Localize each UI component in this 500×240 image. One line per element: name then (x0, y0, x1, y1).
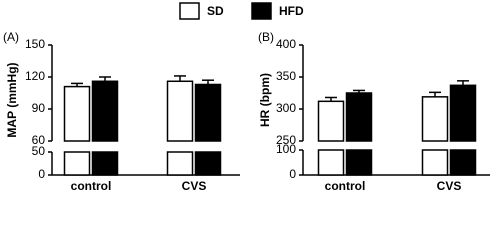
error-bar (99, 76, 111, 82)
y-tick-label: 60 (32, 133, 46, 147)
bar (194, 83, 222, 142)
error-bar (202, 79, 214, 85)
error-bar (71, 82, 83, 87)
y-tick-label: 300 (276, 101, 296, 115)
y-tick-label: 0 (289, 167, 296, 181)
y-tick-label: 350 (276, 69, 296, 83)
error-bar (174, 75, 186, 82)
error-bar (429, 91, 441, 97)
x-tick-label: CVS (182, 179, 207, 193)
bar (91, 80, 119, 142)
x-tick-label: control (325, 179, 366, 193)
bar (421, 96, 449, 142)
bar (194, 151, 222, 176)
bar (317, 100, 345, 142)
bar (345, 92, 373, 142)
error-bar (353, 89, 365, 93)
y-tick-label: 150 (25, 37, 45, 51)
y-tick-label: 250 (276, 133, 296, 147)
panel-label: (B) (258, 30, 274, 44)
y-tick-label: 50 (32, 144, 46, 158)
error-bar (325, 96, 337, 102)
bar (166, 151, 194, 176)
bar (317, 149, 345, 176)
y-tick-label: 0 (38, 167, 45, 181)
bar (63, 85, 91, 142)
legend-swatch (251, 2, 272, 20)
y-axis-label: MAP (mmHg) (5, 62, 19, 137)
panel-label: (A) (3, 30, 19, 44)
legend-label: HFD (279, 4, 304, 18)
bar (345, 149, 373, 176)
bar (421, 149, 449, 176)
y-tick-label: 400 (276, 37, 296, 51)
y-tick-label: 100 (276, 142, 296, 156)
y-axis-label: HR (bpm) (258, 73, 272, 127)
bar (449, 84, 477, 142)
bar (166, 80, 194, 142)
bar (63, 151, 91, 176)
bar (449, 149, 477, 176)
error-bar (457, 80, 469, 86)
bar (91, 151, 119, 176)
y-tick-label: 90 (32, 101, 46, 115)
x-tick-label: CVS (437, 179, 462, 193)
legend-label: SD (207, 4, 224, 18)
y-tick-label: 120 (25, 69, 45, 83)
x-tick-label: control (71, 179, 112, 193)
legend-swatch (179, 2, 200, 20)
